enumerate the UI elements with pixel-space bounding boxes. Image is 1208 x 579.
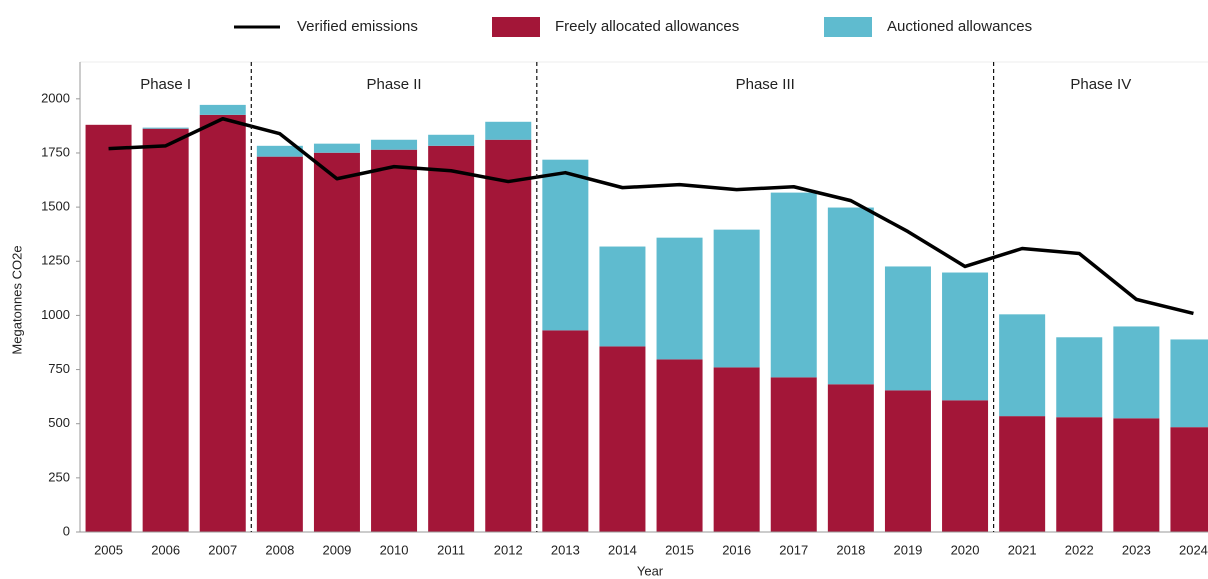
y-tick-label: 1250 bbox=[41, 253, 70, 268]
bar-segment bbox=[713, 229, 760, 368]
bar-segment bbox=[1170, 427, 1208, 532]
bar-segment bbox=[770, 192, 817, 378]
bar-segment bbox=[142, 127, 189, 129]
bar-segment bbox=[656, 359, 703, 532]
legend-label: Auctioned allowances bbox=[887, 18, 1032, 35]
bar-segment bbox=[770, 377, 817, 532]
y-tick-label: 2000 bbox=[41, 90, 70, 105]
bar-segment bbox=[827, 207, 874, 385]
bar-segment bbox=[199, 114, 246, 532]
bar-segment bbox=[199, 104, 246, 115]
bar-segment bbox=[942, 400, 989, 532]
bar-segment bbox=[713, 367, 760, 532]
bar-segment bbox=[85, 124, 132, 532]
legend-swatch bbox=[492, 17, 540, 37]
x-tick-label: 2009 bbox=[322, 542, 351, 557]
x-tick-label: 2011 bbox=[437, 542, 465, 557]
line bbox=[108, 116, 1194, 316]
phase-label: Phase I bbox=[140, 76, 191, 93]
bar-segment bbox=[142, 128, 189, 533]
y-tick-label: 1000 bbox=[41, 307, 70, 322]
x-tick-label: 2020 bbox=[951, 542, 980, 557]
bar-segment bbox=[1170, 339, 1208, 428]
bar-segment bbox=[599, 246, 646, 347]
bar-segment bbox=[884, 390, 931, 532]
x-tick-label: 2013 bbox=[551, 542, 580, 557]
legend-swatch bbox=[824, 17, 872, 37]
bar-segment bbox=[313, 143, 360, 153]
bar-segment bbox=[371, 139, 418, 150]
legend-label: Freely allocated allowances bbox=[555, 18, 739, 35]
bar-segment bbox=[999, 314, 1046, 417]
bar-segment bbox=[542, 159, 589, 331]
legend-label: Verified emissions bbox=[297, 18, 418, 35]
y-axis-label: Megatonnes CO2e bbox=[9, 245, 24, 354]
x-tick-label: 2006 bbox=[151, 542, 180, 557]
bar-segment bbox=[542, 330, 589, 532]
bar-segment bbox=[428, 145, 475, 532]
y-tick-label: 250 bbox=[48, 469, 70, 484]
x-tick-label: 2021 bbox=[1008, 542, 1037, 557]
phase-label: Phase III bbox=[736, 76, 795, 93]
bar-segment bbox=[1056, 337, 1103, 418]
bar-segment bbox=[827, 384, 874, 532]
x-tick-label: 2017 bbox=[779, 542, 808, 557]
bar-segment bbox=[1056, 417, 1103, 532]
x-axis-label: Year bbox=[637, 563, 664, 578]
bar-segment bbox=[371, 149, 418, 533]
bar-segment bbox=[999, 416, 1046, 532]
x-tick-label: 2014 bbox=[608, 542, 637, 557]
bar-segment bbox=[599, 346, 646, 532]
bar-segment bbox=[1113, 418, 1160, 532]
x-tick-label: 2005 bbox=[94, 542, 123, 557]
phase-label: Phase IV bbox=[1070, 76, 1131, 93]
y-tick-label: 0 bbox=[63, 523, 70, 538]
x-tick-label: 2019 bbox=[893, 542, 922, 557]
x-tick-label: 2023 bbox=[1122, 542, 1151, 557]
y-tick-label: 1750 bbox=[41, 144, 70, 159]
x-tick-label: 2008 bbox=[265, 542, 294, 557]
y-tick-label: 1500 bbox=[41, 199, 70, 214]
bar-segment bbox=[485, 121, 532, 140]
x-tick-label: 2010 bbox=[380, 542, 409, 557]
bar-segment bbox=[485, 139, 532, 532]
bar-segment bbox=[942, 272, 989, 401]
phase-label: Phase II bbox=[367, 76, 422, 93]
x-tick-label: 2022 bbox=[1065, 542, 1094, 557]
x-tick-label: 2012 bbox=[494, 542, 523, 557]
bar-segment bbox=[428, 134, 475, 146]
bar-segment bbox=[256, 156, 303, 532]
x-tick-label: 2007 bbox=[208, 542, 237, 557]
bar-segment bbox=[656, 237, 703, 360]
y-tick-label: 750 bbox=[48, 361, 70, 376]
bar-segment bbox=[1113, 326, 1160, 419]
y-tick-label: 500 bbox=[48, 415, 70, 430]
bar-segment bbox=[256, 145, 303, 157]
bar-segment bbox=[884, 266, 931, 391]
bar-segment bbox=[313, 152, 360, 532]
x-tick-label: 2016 bbox=[722, 542, 751, 557]
x-tick-label: 2018 bbox=[836, 542, 865, 557]
x-tick-label: 2024 bbox=[1179, 542, 1208, 557]
x-tick-label: 2015 bbox=[665, 542, 694, 557]
